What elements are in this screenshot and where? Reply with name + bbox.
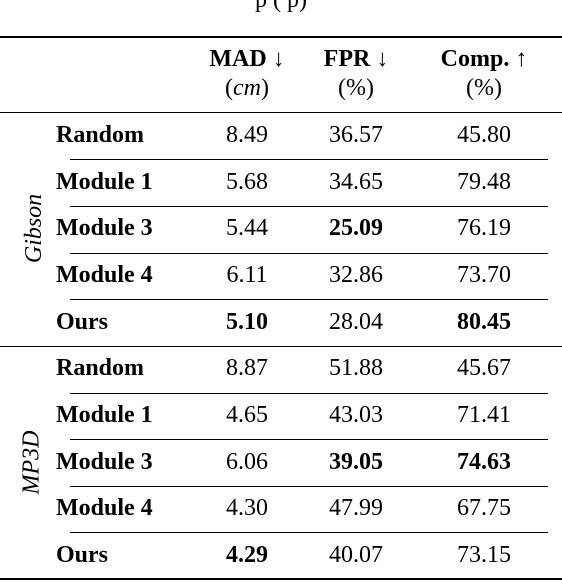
fpr-cell: 51.88: [329, 355, 383, 382]
fpr-cell: 36.57: [329, 121, 383, 148]
method-cell: Module 4: [56, 495, 153, 522]
mad-title: MAD ↓: [209, 46, 285, 72]
table-row: Ours 4.29 40.07 73.15: [0, 532, 562, 579]
row-separator: [70, 393, 548, 394]
comp-cell: 71.41: [457, 401, 511, 428]
header-mad: MAD ↓ (cm): [188, 38, 306, 112]
comp-cell: 79.48: [457, 168, 511, 195]
mad-cell: 6.11: [226, 261, 268, 288]
fpr-cell: 32.86: [329, 261, 383, 288]
comp-title: Comp. ↑: [440, 46, 528, 72]
header-row: MAD ↓ (cm) FPR ↓ (%) Comp. ↑ (%): [0, 38, 562, 112]
row-separator: [70, 486, 548, 487]
table-row: Module 3 6.06 39.05 74.63: [0, 439, 562, 486]
method-cell: Ours: [56, 308, 109, 335]
fpr-cell: 40.07: [329, 542, 383, 569]
comp-cell: 67.75: [457, 495, 511, 522]
row-separator: [70, 159, 548, 160]
table-row: MP3D Random 8.87 51.88 45.67: [0, 345, 562, 494]
mad-cell: 5.68: [226, 168, 268, 195]
fpr-cell: 25.09: [329, 215, 383, 242]
mad-cell: 4.30: [226, 495, 268, 522]
header-empty: [0, 38, 56, 112]
table-row: Module 1 4.65 43.03 71.41: [0, 392, 562, 439]
mad-unit: (cm): [225, 75, 269, 101]
table-row: Ours 5.10 28.04 80.45: [0, 299, 562, 346]
fpr-title: FPR ↓: [323, 46, 389, 72]
table-row: Gibson Random 8.49 36.57 45.80: [0, 112, 562, 264]
method-cell: Module 1: [56, 401, 153, 428]
row-separator: [70, 439, 548, 440]
method-cell: Module 3: [56, 448, 153, 475]
comp-cell: 73.70: [457, 261, 511, 288]
group-label-gibson: Gibson: [21, 194, 48, 264]
fpr-cell: 28.04: [329, 308, 383, 335]
group-label-cell: MP3D: [0, 345, 56, 578]
method-cell: Ours: [56, 542, 109, 569]
table-row: Module 4 4.30 47.99 67.75: [0, 486, 562, 533]
comp-cell: 45.67: [457, 355, 511, 382]
method-cell: Random: [56, 355, 145, 382]
top-rule: [0, 36, 562, 38]
table-row: Module 3 5.44 25.09 76.19: [0, 205, 562, 252]
table-row: Module 1 5.68 34.65 79.48: [0, 159, 562, 206]
caption-fragment: p ( p): [255, 0, 307, 13]
row-separator: [70, 299, 548, 300]
method-cell: Random: [56, 121, 145, 148]
mad-cell: 5.44: [226, 215, 268, 242]
header-comp: Comp. ↑ (%): [406, 38, 562, 112]
fpr-cell: 34.65: [329, 168, 383, 195]
header-fpr: FPR ↓ (%): [306, 38, 406, 112]
header-rule: [0, 112, 562, 113]
results-table: MAD ↓ (cm) FPR ↓ (%) Comp. ↑ (%) Gibson …: [0, 38, 562, 579]
mad-cell: 8.87: [226, 355, 268, 382]
comp-cell: 76.19: [457, 215, 511, 242]
fpr-cell: 47.99: [329, 495, 383, 522]
comp-cell: 73.15: [457, 542, 511, 569]
bottom-rule: [0, 578, 562, 580]
mad-cell: 4.65: [226, 401, 268, 428]
mad-cell: 5.10: [226, 308, 268, 335]
method-cell: Module 3: [56, 215, 153, 242]
comp-cell: 80.45: [457, 308, 511, 335]
row-separator: [70, 206, 548, 207]
mad-cell: 4.29: [226, 542, 268, 569]
group-rule: [0, 346, 562, 347]
fpr-unit: (%): [338, 75, 374, 101]
mad-cell: 8.49: [226, 121, 268, 148]
group-label-cell: Gibson: [0, 112, 56, 345]
comp-unit: (%): [466, 75, 502, 101]
group-label-mp3d: MP3D: [18, 430, 45, 495]
comp-cell: 45.80: [457, 121, 511, 148]
table-row: Module 4 6.11 32.86 73.70: [0, 252, 562, 299]
fpr-cell: 39.05: [329, 448, 383, 475]
row-separator: [70, 532, 548, 533]
header-method-empty: [56, 38, 188, 112]
row-separator: [70, 253, 548, 254]
method-cell: Module 4: [56, 261, 153, 288]
mad-cell: 6.06: [226, 448, 268, 475]
method-cell: Module 1: [56, 168, 153, 195]
fpr-cell: 43.03: [329, 401, 383, 428]
comp-cell: 74.63: [457, 448, 511, 475]
